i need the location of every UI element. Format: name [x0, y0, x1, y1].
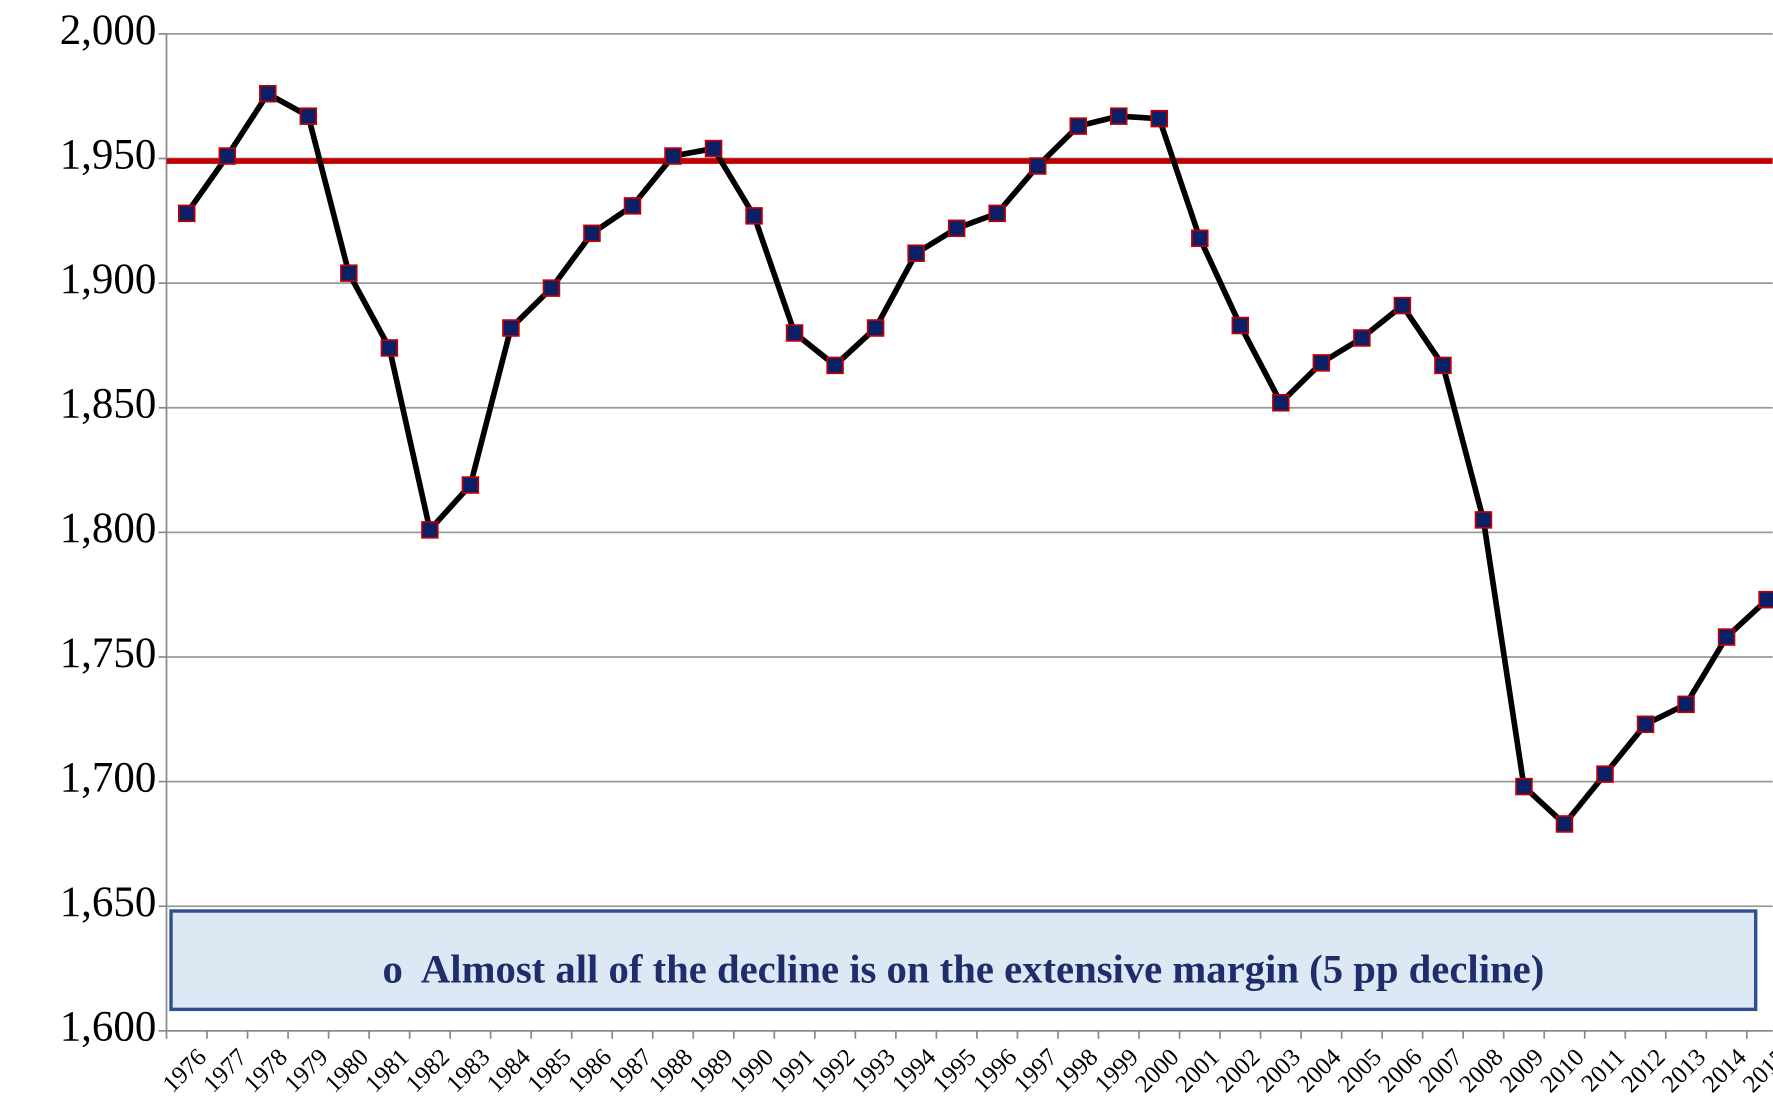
x-tick-label: 2008 [1454, 1044, 1508, 1098]
marker [1555, 815, 1574, 833]
marker [177, 204, 196, 223]
marker [1191, 229, 1209, 248]
x-tick-label: 1977 [198, 1044, 252, 1098]
x-tick-label: 2005 [1333, 1044, 1387, 1098]
marker [1069, 117, 1087, 135]
marker [1231, 316, 1250, 335]
x-tick-label: 2012 [1616, 1044, 1670, 1098]
marker [988, 204, 1006, 223]
x-tick-label: 1998 [1049, 1044, 1103, 1098]
x-tick-label: 1996 [968, 1044, 1022, 1098]
y-tick-label: 1,950 [60, 131, 157, 178]
x-tick-label: 2006 [1373, 1044, 1427, 1098]
plot [166, 84, 1773, 833]
marker [461, 476, 480, 494]
marker [623, 197, 642, 215]
x-tick-label: 1986 [563, 1044, 617, 1098]
marker [502, 319, 520, 337]
marker [421, 521, 439, 539]
x-tick-label: 1982 [401, 1044, 455, 1098]
annotation-box [169, 909, 1758, 1012]
x-tick-label: 1991 [765, 1044, 819, 1098]
x-tick-label: 1995 [928, 1044, 982, 1098]
x-tick-label: 1997 [1009, 1044, 1063, 1098]
marker [1028, 157, 1047, 175]
marker [826, 356, 844, 375]
marker [1515, 777, 1533, 796]
marker [218, 147, 237, 165]
y-tick-label: 1,700 [60, 754, 157, 801]
x-tick-label: 2003 [1252, 1044, 1306, 1098]
marker [299, 107, 318, 125]
x-tick-label: 1976 [158, 1044, 212, 1098]
x-tick-label: 2000 [1130, 1044, 1184, 1098]
x-tick-label: 1992 [806, 1044, 860, 1098]
marker [664, 147, 682, 165]
marker [1596, 765, 1614, 783]
x-tick-label: 2002 [1211, 1044, 1265, 1098]
x-tick-label: 1983 [441, 1044, 495, 1098]
marker [1393, 296, 1412, 315]
marker [259, 84, 277, 103]
marker [704, 139, 723, 158]
x-tick-label: 2014 [1697, 1043, 1752, 1098]
marker [583, 224, 601, 243]
marker [1677, 695, 1695, 714]
y-tick-label: 1,900 [60, 256, 157, 303]
marker [1272, 394, 1290, 412]
marker [1636, 715, 1655, 734]
marker [542, 279, 561, 297]
x-tick-label: 2004 [1292, 1043, 1347, 1098]
x-tick-label: 1985 [522, 1044, 576, 1098]
marker [1434, 356, 1452, 375]
marker [745, 207, 763, 225]
marker [866, 319, 885, 337]
x-tick-label: 1979 [279, 1044, 333, 1098]
x-tick-label: 1993 [847, 1044, 901, 1098]
annotation: o Almost all of the decline is on the ex… [382, 947, 1544, 992]
x-tick-label: 1988 [644, 1044, 698, 1098]
y-tick-label: 1,600 [60, 1004, 157, 1051]
marker [1353, 329, 1371, 347]
y-tick-label: 1,750 [60, 630, 157, 677]
x-tick-label: 2009 [1495, 1044, 1549, 1098]
x-tick-label: 2001 [1171, 1044, 1225, 1098]
marker [1312, 354, 1331, 372]
marker [1474, 511, 1493, 529]
x-tick-label: 1984 [482, 1043, 537, 1098]
marker [907, 244, 925, 262]
y-tick-label: 2,000 [60, 7, 157, 54]
marker [1109, 107, 1128, 125]
x-tick-label: 1978 [239, 1044, 293, 1098]
x-tick-label: 2010 [1535, 1044, 1589, 1098]
x-tick-label: 1990 [725, 1044, 779, 1098]
x-tick-label: 1994 [887, 1043, 942, 1098]
y-tick-label: 1,650 [60, 879, 157, 926]
y-tick-label: 1,850 [60, 381, 157, 428]
marker [785, 324, 804, 342]
marker [1717, 628, 1736, 646]
x-tick-label: 2007 [1414, 1044, 1468, 1098]
x-tick-label: 1981 [360, 1044, 414, 1098]
x-tick-label: 1999 [1090, 1044, 1144, 1098]
marker [1150, 109, 1169, 128]
marker [340, 264, 358, 282]
marker [1758, 590, 1773, 609]
x-tick-label: 2011 [1577, 1044, 1631, 1098]
series-line [184, 90, 1770, 827]
grid: 1,600 1,650 1,700 1,750 1,800 1,850 1,900 1,950… [60, 7, 1773, 1098]
marker [947, 219, 966, 238]
x-tick-label: 1987 [603, 1044, 657, 1098]
x-tick-label: 1989 [684, 1044, 738, 1098]
y-tick-label: 1,800 [60, 505, 157, 552]
x-tick-label: 2013 [1657, 1044, 1711, 1098]
x-tick-label: 1980 [320, 1044, 374, 1098]
marker [380, 339, 399, 357]
